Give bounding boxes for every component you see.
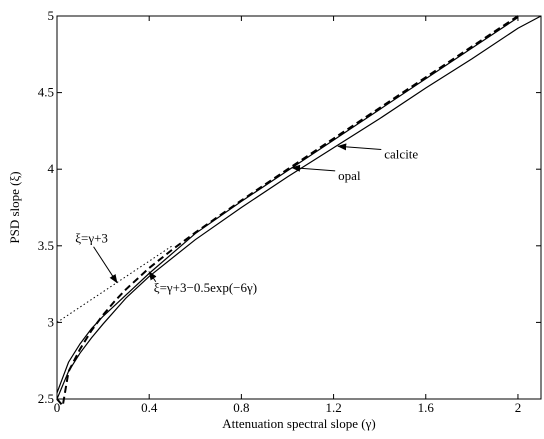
ticks-layer: 0 0.4 0.8 1.2 1.6 2 2.5 3 3.5 4 4.5 5 — [38, 8, 541, 415]
x-tick-label: 0 — [54, 400, 61, 415]
series-layer — [56, 15, 542, 409]
annotation-label: calcite — [384, 146, 418, 161]
x-tick-label: 1.2 — [325, 400, 341, 415]
annotation-layer: calcite opal ξ=γ+3 ξ=γ+3−0.5exp(−6γ) — [75, 143, 418, 295]
annotation-label: opal — [338, 168, 361, 183]
y-tick-label: 4.5 — [38, 85, 54, 100]
y-tick-label: 4 — [48, 161, 55, 176]
series-line-1 — [56, 15, 542, 400]
x-tick-label: 2 — [515, 400, 522, 415]
x-tick-label: 0.8 — [233, 400, 249, 415]
annotation-arrow — [337, 143, 382, 151]
series-line-2 — [56, 15, 519, 409]
annotation-arrow — [148, 271, 157, 283]
series-line-3 — [56, 245, 173, 323]
annotation-arrow — [291, 164, 336, 172]
y-axis-label: PSD slope (ξ) — [7, 171, 22, 243]
annotation-label: ξ=γ+3 — [75, 231, 108, 246]
annotation-arrow — [93, 246, 118, 284]
annotation-label: ξ=γ+3−0.5exp(−6γ) — [154, 280, 257, 295]
x-tick-label: 0.4 — [141, 400, 158, 415]
x-tick-label: 1.6 — [418, 400, 435, 415]
y-tick-label: 2.5 — [38, 391, 54, 406]
plot-area — [56, 15, 542, 400]
x-axis-label: Attenuation spectral slope (γ) — [222, 416, 375, 431]
y-tick-label: 3.5 — [38, 238, 54, 253]
y-tick-label: 5 — [48, 8, 55, 23]
y-tick-label: 3 — [48, 314, 55, 329]
